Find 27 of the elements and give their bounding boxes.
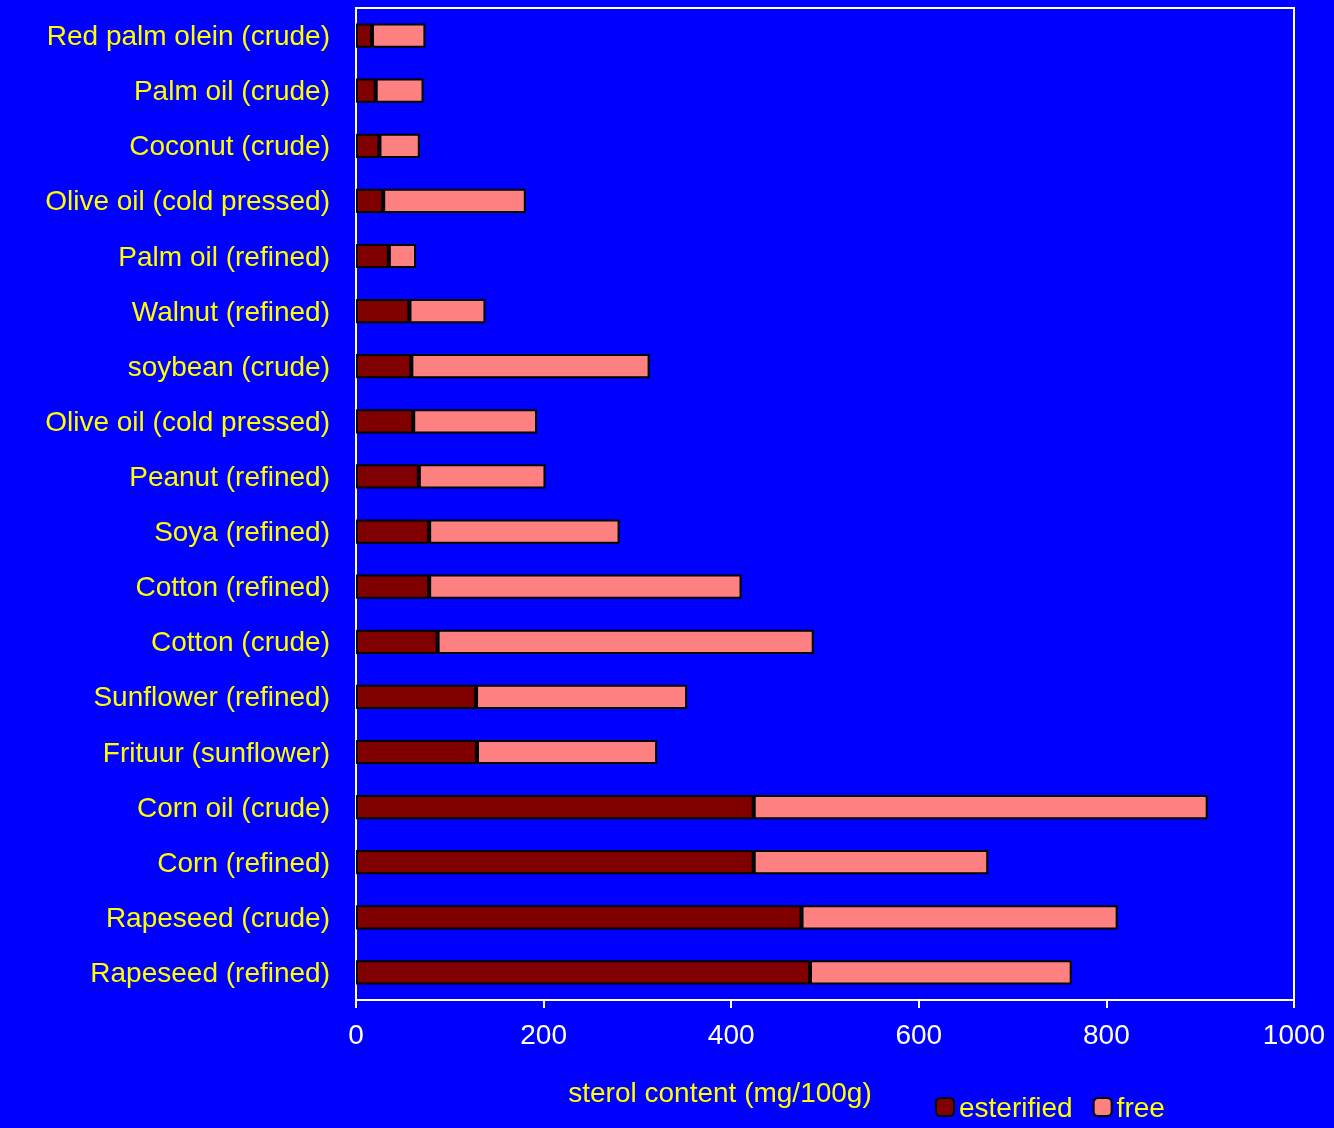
y-tick-label: soybean (crude) [127,350,330,382]
y-tick-label: Frituur (sunflower) [102,736,330,768]
legend-label: esterified [959,1091,1073,1123]
y-tick-label: Cotton (crude) [151,626,330,658]
y-tick-label: Red palm olein (crude) [46,20,330,52]
y-tick-label: Rapeseed (refined) [90,956,330,988]
y-tick-label: Corn (refined) [157,846,330,878]
x-tick-label: 400 [707,1018,755,1050]
y-tick-label: Walnut (refined) [131,295,330,327]
y-tick-label: Palm oil (refined) [118,240,330,272]
y-tick-label: Olive oil (cold pressed) [45,185,330,217]
x-tick-label: 0 [348,1018,364,1050]
x-tick-label: 200 [520,1018,567,1050]
x-axis-title: sterol content (mg/100g) [568,1076,872,1108]
y-tick-label: Soya (refined) [154,516,330,548]
y-tick-label: Olive oil (cold pressed) [45,405,330,437]
y-tick-label: Cotton (refined) [135,571,330,603]
x-tick-label: 1000 [1262,1018,1326,1050]
legend-label: free [1116,1091,1165,1123]
y-tick-label: Peanut (refined) [129,460,330,492]
y-tick-label: Rapeseed (crude) [105,901,330,933]
y-tick-label: Palm oil (crude) [133,75,330,107]
y-tick-label: Sunflower (refined) [93,681,330,713]
x-tick-label: 600 [895,1018,943,1050]
x-tick-label: 800 [1083,1018,1130,1050]
y-tick-label: Corn oil (crude) [137,791,330,823]
y-tick-label: Coconut (crude) [129,130,330,162]
